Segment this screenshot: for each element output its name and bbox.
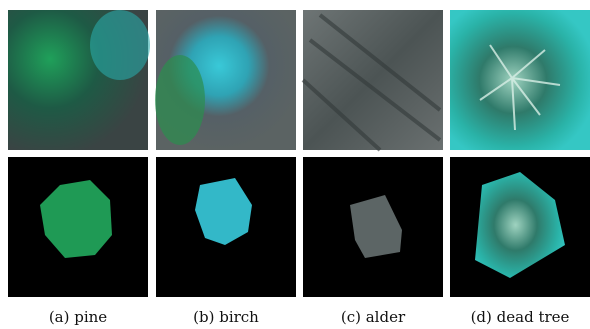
image-row-top — [8, 10, 590, 150]
caption: (c) alder — [341, 308, 406, 326]
figure: (a) pine (b) birch (c) alder (d) dead tr… — [0, 0, 590, 329]
image-detail — [155, 55, 205, 145]
image-detail — [90, 10, 150, 80]
caption: (a) pine — [49, 308, 107, 326]
caption: (b) birch — [193, 308, 259, 326]
image-alder — [303, 10, 443, 150]
caption: (d) dead tree — [471, 308, 570, 326]
image-row-bottom — [8, 157, 590, 297]
